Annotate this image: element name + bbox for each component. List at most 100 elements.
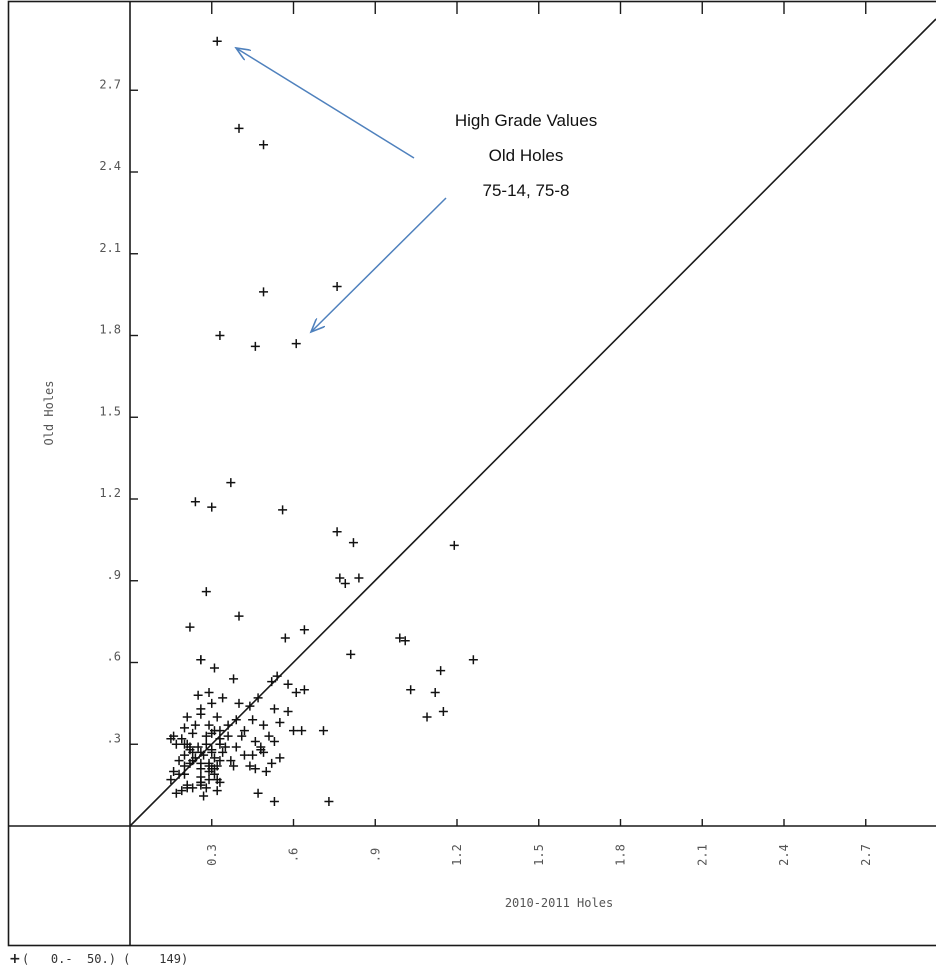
data-point-15	[201, 587, 211, 597]
data-point-47	[269, 704, 279, 714]
data-point-32	[272, 671, 282, 681]
data-point-48	[283, 707, 293, 717]
data-point-37	[406, 685, 416, 695]
tick-marks	[130, 2, 867, 826]
data-point-97	[239, 750, 249, 760]
data-point-35	[291, 687, 301, 697]
data-point-131	[204, 775, 214, 785]
x-tick-label-1: .6	[287, 848, 301, 862]
data-point-5	[215, 331, 225, 340]
data-point-36	[436, 666, 446, 676]
data-point-145	[269, 796, 279, 806]
data-point-104	[248, 750, 258, 760]
data-point-139	[253, 788, 263, 798]
data-point-130	[166, 775, 176, 785]
data-point-13	[348, 538, 358, 548]
x-tick-label-3: 1.2	[450, 844, 464, 866]
data-point-26	[400, 636, 410, 646]
x-tick-label-2: .9	[368, 848, 382, 862]
data-point-122	[204, 767, 214, 776]
data-point-56	[223, 720, 233, 730]
data-point-53	[231, 715, 241, 725]
y-tick-label-3: 1.2	[99, 486, 121, 500]
data-point-144	[199, 791, 209, 801]
data-point-67	[318, 726, 328, 736]
data-point-86	[231, 742, 241, 752]
tick-labels: 0.3 .6 .9 1.2 1.5 1.8 2.1 2.4 2.7 .3 .6 .9 1.2 1.5 1.8…	[99, 77, 872, 866]
y-tick-label-7: 2.4	[99, 159, 121, 173]
data-point-138	[177, 786, 187, 796]
x-tick-label-4: 1.5	[532, 844, 546, 866]
y-tick-label-2: .9	[107, 568, 121, 582]
data-point-100	[180, 750, 189, 760]
plot-frame	[7, 0, 936, 947]
data-point-75	[269, 737, 279, 747]
data-point-55	[422, 712, 432, 722]
data-point-57	[275, 717, 285, 727]
data-point-68	[239, 726, 249, 736]
annotation-line-2: Old Holes	[489, 146, 564, 165]
data-point-72	[201, 731, 211, 741]
data-point-24	[299, 625, 309, 635]
data-point-96	[218, 747, 228, 757]
data-point-12	[332, 527, 342, 537]
data-point-23	[280, 633, 290, 643]
x-axis-label: 2010-2011 Holes	[505, 896, 613, 910]
data-point-19	[234, 611, 244, 621]
data-point-125	[180, 769, 189, 779]
data-point-8	[226, 478, 236, 488]
data-point-11	[278, 505, 288, 515]
data-point-77	[177, 734, 187, 744]
data-point-79	[250, 737, 260, 747]
data-point-25	[395, 633, 405, 643]
annotation-line-1: High Grade Values	[455, 111, 597, 130]
data-point-88	[171, 739, 181, 749]
data-point-16	[335, 573, 345, 583]
data-point-73	[237, 731, 247, 741]
data-point-43	[218, 693, 228, 703]
data-point-70	[223, 731, 233, 741]
data-point-40	[204, 687, 214, 697]
data-point-118	[180, 761, 189, 771]
data-point-52	[248, 715, 258, 725]
x-tick-label-6: 2.1	[695, 844, 709, 866]
data-point-146	[324, 796, 334, 806]
data-point-111	[267, 758, 277, 768]
data-point-50	[182, 712, 192, 722]
data-point-22	[196, 655, 206, 665]
data-point-9	[190, 497, 200, 507]
data-point-126	[209, 769, 219, 779]
data-point-109	[215, 756, 225, 766]
x-tick-label-0: 0.3	[205, 844, 219, 866]
data-point-136	[215, 777, 225, 787]
y-tick-label-4: 1.5	[99, 404, 121, 418]
x-tick-label-7: 2.4	[777, 844, 791, 866]
data-point-30	[229, 674, 239, 684]
data-point-102	[199, 750, 209, 760]
data-point-14	[449, 540, 459, 550]
data-points	[166, 36, 478, 806]
y-tick-label-8: 2.7	[99, 77, 121, 91]
data-point-31	[267, 677, 277, 687]
data-point-6	[250, 341, 260, 351]
data-point-61	[180, 723, 189, 733]
data-point-140	[182, 783, 192, 793]
legend-text: ( 0.- 50.) ( 149)	[22, 952, 188, 966]
data-point-143	[201, 783, 211, 793]
data-point-18	[354, 573, 364, 583]
data-point-34	[299, 685, 309, 695]
data-point-141	[171, 788, 181, 798]
annotation-arrow-bottom	[311, 197, 447, 332]
y-tick-label-1: .6	[107, 650, 121, 664]
data-point-98	[259, 747, 269, 757]
data-point-1	[234, 123, 244, 133]
data-point-4	[332, 281, 342, 291]
data-point-51	[212, 712, 222, 722]
data-point-133	[196, 780, 206, 790]
data-point-27	[346, 649, 356, 659]
data-point-90	[193, 742, 203, 752]
data-point-2	[259, 140, 269, 150]
annotation-line-3: 75-14, 75-8	[483, 181, 570, 200]
data-point-65	[297, 726, 307, 736]
